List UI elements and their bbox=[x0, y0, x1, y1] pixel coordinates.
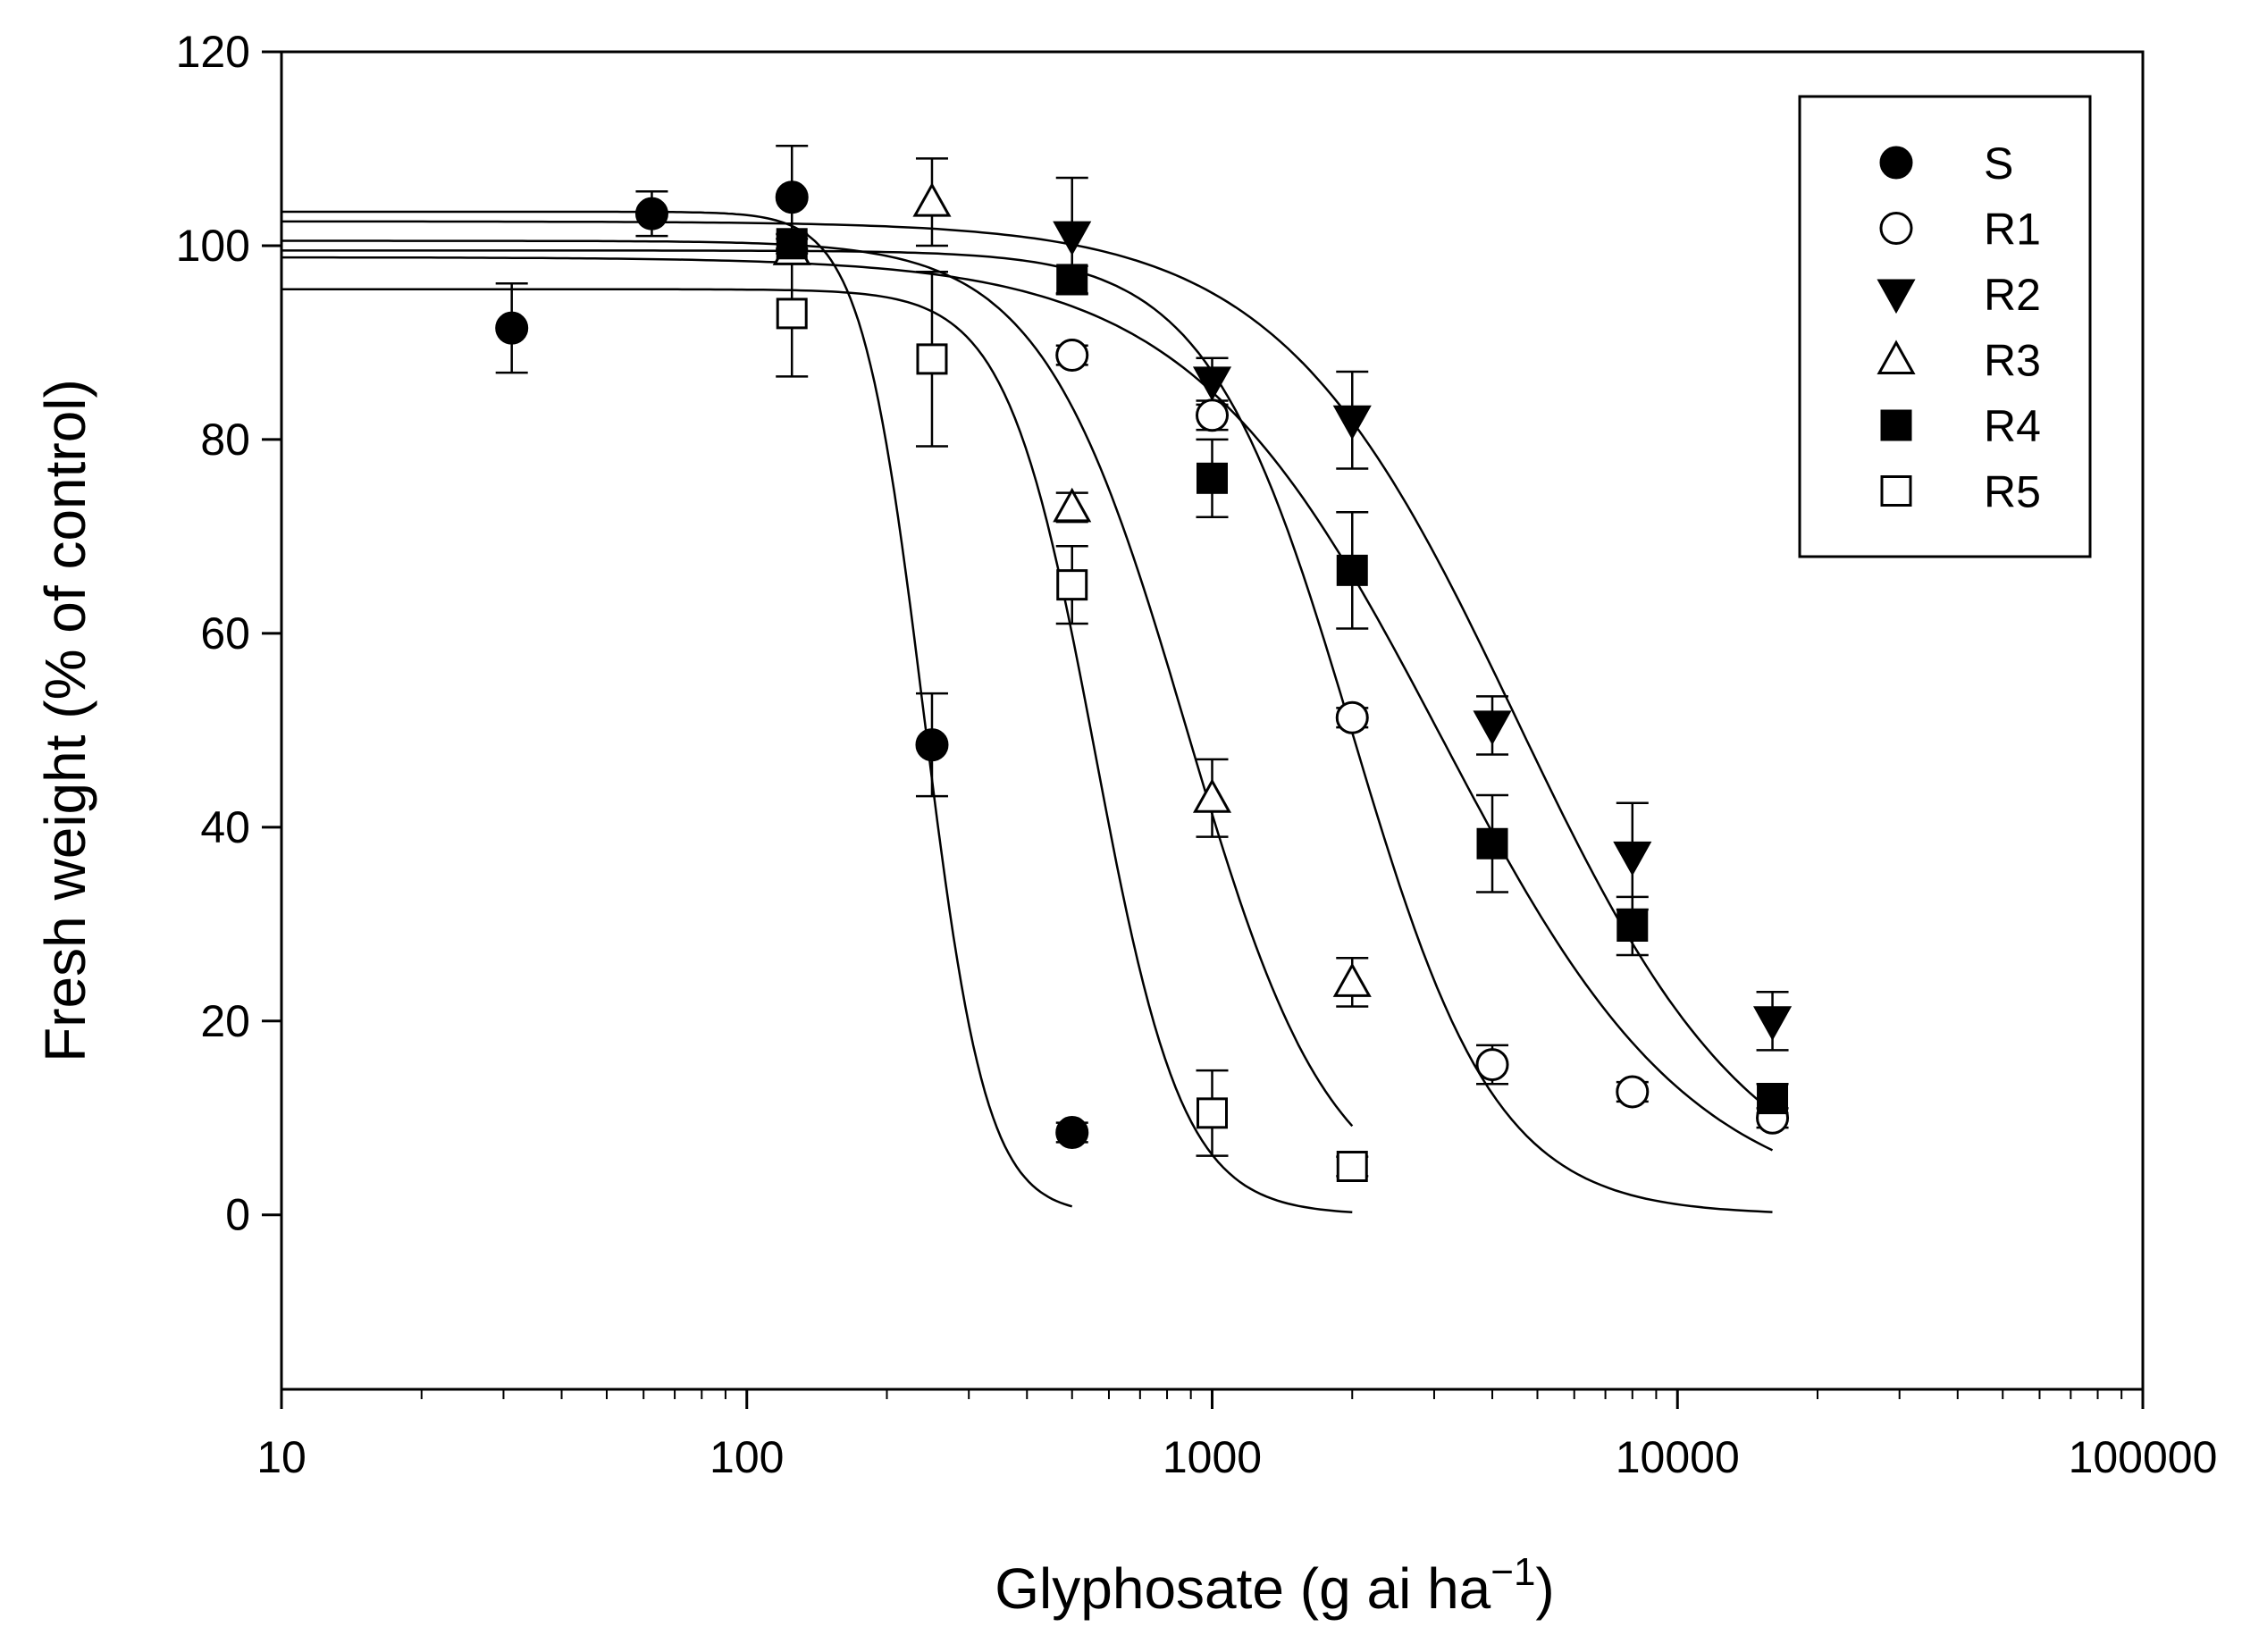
legend-marker-S bbox=[1879, 146, 1913, 180]
x-axis-title-superscript: −1 bbox=[1490, 1550, 1535, 1594]
point-S bbox=[775, 180, 809, 214]
y-tick-label: 80 bbox=[200, 415, 250, 465]
x-axis-title: Glyphosate (g ai ha−1) bbox=[995, 1550, 1554, 1621]
x-tick-label: 100000 bbox=[2069, 1432, 2218, 1482]
point-R4 bbox=[1336, 554, 1368, 586]
point-S bbox=[634, 197, 668, 231]
point-R2 bbox=[1473, 710, 1512, 745]
point-R1 bbox=[1475, 1048, 1509, 1082]
point-R5 bbox=[916, 343, 948, 375]
point-R1 bbox=[1055, 339, 1089, 373]
point-R1 bbox=[1616, 1075, 1650, 1109]
point-R5 bbox=[1336, 1151, 1368, 1182]
y-tick-label: 120 bbox=[176, 27, 250, 77]
point-R4 bbox=[1476, 827, 1508, 860]
point-R2 bbox=[1192, 366, 1232, 401]
legend-marker-R5 bbox=[1880, 475, 1912, 507]
point-R3 bbox=[1332, 962, 1372, 997]
point-R2 bbox=[1053, 221, 1092, 256]
point-R1 bbox=[1335, 700, 1369, 734]
x-tick-label: 10000 bbox=[1616, 1432, 1740, 1482]
legend-marker-R3 bbox=[1877, 340, 1916, 374]
y-tick-label: 100 bbox=[176, 221, 250, 271]
y-axis-title: Fresh weight (% of control) bbox=[33, 379, 97, 1062]
fit-curve-S bbox=[281, 210, 1073, 1208]
point-R5 bbox=[1056, 569, 1088, 601]
fit-curve-R2 bbox=[281, 220, 1774, 1113]
legend-label-R4: R4 bbox=[1984, 401, 2041, 451]
x-tick-label: 10 bbox=[256, 1432, 306, 1482]
legend-label-R2: R2 bbox=[1984, 270, 2041, 320]
x-tick-label: 100 bbox=[710, 1432, 784, 1482]
point-R4 bbox=[1757, 1083, 1789, 1115]
y-tick-label: 0 bbox=[225, 1190, 250, 1240]
point-S bbox=[1055, 1116, 1089, 1150]
point-S bbox=[915, 728, 949, 762]
point-R3 bbox=[1053, 487, 1092, 523]
fit-curves bbox=[281, 210, 1774, 1214]
legend-label-R3: R3 bbox=[1984, 336, 2041, 386]
point-R5 bbox=[776, 298, 808, 330]
point-R4 bbox=[776, 228, 808, 260]
point-R2 bbox=[1332, 405, 1372, 440]
point-R5 bbox=[1197, 1097, 1228, 1129]
point-R4 bbox=[1197, 462, 1228, 494]
legend-box bbox=[1798, 95, 2092, 558]
point-S bbox=[495, 311, 529, 345]
point-R2 bbox=[1752, 1006, 1793, 1041]
fit-curve-R4 bbox=[281, 256, 1774, 1152]
point-R1 bbox=[1196, 398, 1229, 432]
point-R4 bbox=[1616, 910, 1649, 942]
legend-marker-R4 bbox=[1880, 409, 1912, 441]
legend-marker-R1 bbox=[1879, 212, 1913, 245]
legend-label-R1: R1 bbox=[1984, 205, 2041, 255]
fit-curve-R1 bbox=[281, 249, 1773, 1213]
fit-curve-R5 bbox=[281, 288, 1353, 1214]
legend-label-R5: R5 bbox=[1984, 467, 2041, 517]
y-tick-label: 20 bbox=[200, 996, 250, 1046]
legend-label-S: S bbox=[1984, 138, 2013, 189]
point-R2 bbox=[1613, 841, 1652, 876]
point-R3 bbox=[912, 182, 952, 217]
axis-ticks bbox=[262, 50, 2145, 1409]
data-points bbox=[495, 180, 1793, 1182]
fit-curve-R3 bbox=[281, 239, 1354, 1128]
x-axis-title-main: Glyphosate (g ai ha bbox=[995, 1556, 1490, 1621]
x-tick-label: 1000 bbox=[1163, 1432, 1262, 1482]
legend-marker-R2 bbox=[1877, 279, 1916, 314]
y-tick-label: 40 bbox=[200, 802, 250, 852]
legend: S R1 R2 R3 R4 R5 bbox=[1798, 95, 2092, 558]
point-R4 bbox=[1056, 264, 1088, 296]
x-axis-title-close: ) bbox=[1535, 1556, 1554, 1621]
point-R3 bbox=[1192, 778, 1232, 813]
y-tick-label: 60 bbox=[200, 608, 250, 658]
